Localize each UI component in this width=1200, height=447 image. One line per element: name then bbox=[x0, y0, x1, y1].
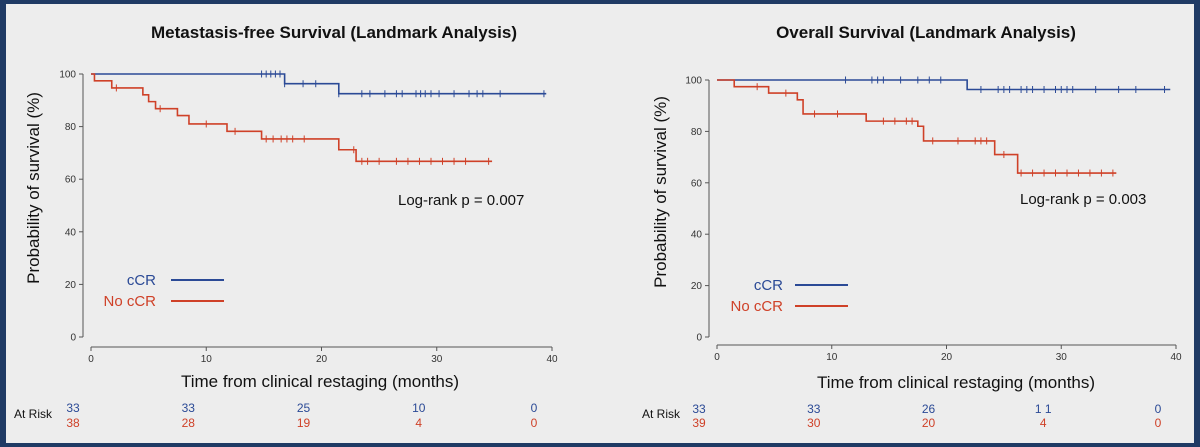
at-risk-count: 38 bbox=[66, 416, 80, 430]
at-risk-count: 1 1 bbox=[1035, 402, 1052, 416]
at-risk-label: At Risk bbox=[642, 407, 681, 421]
metastasis-free-survival-chart: Metastasis-free Survival (Landmark Analy… bbox=[14, 23, 558, 430]
y-tick-label: 80 bbox=[65, 122, 77, 133]
legend-label-ccr: cCR bbox=[754, 277, 783, 294]
y-tick-label: 0 bbox=[70, 333, 76, 344]
x-tick-label: 20 bbox=[316, 354, 328, 365]
at-risk-count: 33 bbox=[66, 401, 80, 415]
at-risk-count: 0 bbox=[531, 401, 538, 415]
x-tick-label: 20 bbox=[941, 352, 953, 363]
y-axis-label: Probability of survival (%) bbox=[24, 92, 43, 284]
y-tick-label: 100 bbox=[685, 76, 702, 87]
slide: Metastasis-free Survival (Landmark Analy… bbox=[6, 4, 1194, 443]
y-tick-label: 20 bbox=[691, 281, 703, 292]
at-risk-count: 30 bbox=[807, 416, 821, 430]
at-risk-count: 4 bbox=[415, 416, 422, 430]
at-risk-count: 0 bbox=[1155, 402, 1162, 416]
at-risk-count: 39 bbox=[692, 416, 706, 430]
x-tick-label: 40 bbox=[1170, 352, 1182, 363]
at-risk-count: 10 bbox=[412, 401, 426, 415]
at-risk-count: 20 bbox=[922, 416, 936, 430]
x-tick-label: 10 bbox=[826, 352, 838, 363]
at-risk-count: 33 bbox=[692, 402, 706, 416]
km-curve-no-ccr bbox=[91, 73, 493, 163]
km-curve-ccr bbox=[717, 79, 1171, 91]
log-rank-annotation: Log-rank p = 0.003 bbox=[1020, 191, 1146, 208]
x-tick-label: 10 bbox=[201, 354, 213, 365]
y-tick-label: 100 bbox=[59, 70, 76, 81]
x-tick-label: 0 bbox=[714, 352, 720, 363]
x-axis-label: Time from clinical restaging (months) bbox=[181, 372, 459, 391]
at-risk-count: 25 bbox=[297, 401, 311, 415]
at-risk-count: 4 bbox=[1040, 416, 1047, 430]
km-curve-ccr bbox=[91, 73, 547, 95]
overall-survival-chart: Overall Survival (Landmark Analysis) Pro… bbox=[642, 23, 1182, 430]
log-rank-annotation: Log-rank p = 0.007 bbox=[398, 192, 524, 209]
at-risk-count: 28 bbox=[182, 416, 196, 430]
y-tick-label: 80 bbox=[691, 127, 703, 138]
x-tick-label: 30 bbox=[431, 354, 443, 365]
at-risk-count: 0 bbox=[531, 416, 538, 430]
y-axis-label: Probability of survival (%) bbox=[651, 96, 670, 288]
x-tick-label: 30 bbox=[1056, 352, 1068, 363]
y-tick-label: 40 bbox=[691, 230, 703, 241]
legend-label-ccr: cCR bbox=[127, 272, 156, 289]
x-tick-label: 40 bbox=[546, 354, 558, 365]
y-tick-label: 60 bbox=[691, 178, 703, 189]
legend-label-no-ccr: No cCR bbox=[730, 298, 783, 315]
at-risk-count: 33 bbox=[182, 401, 196, 415]
at-risk-count: 26 bbox=[922, 402, 936, 416]
y-tick-label: 40 bbox=[65, 227, 77, 238]
chart-title: Overall Survival (Landmark Analysis) bbox=[776, 23, 1076, 42]
at-risk-count: 19 bbox=[297, 416, 311, 430]
chart-title: Metastasis-free Survival (Landmark Analy… bbox=[151, 23, 517, 42]
km-curve-no-ccr bbox=[717, 79, 1117, 174]
y-tick-label: 20 bbox=[65, 280, 77, 291]
y-tick-label: 60 bbox=[65, 175, 77, 186]
x-tick-label: 0 bbox=[88, 354, 94, 365]
at-risk-count: 33 bbox=[807, 402, 821, 416]
y-tick-label: 0 bbox=[696, 333, 702, 344]
legend-label-no-ccr: No cCR bbox=[103, 293, 156, 310]
at-risk-label: At Risk bbox=[14, 407, 53, 421]
at-risk-count: 0 bbox=[1155, 416, 1162, 430]
x-axis-label: Time from clinical restaging (months) bbox=[817, 373, 1095, 392]
